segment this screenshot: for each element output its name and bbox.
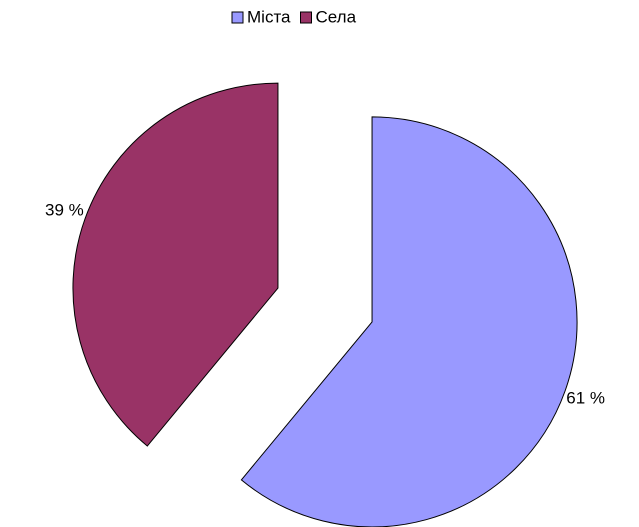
legend-swatch — [300, 11, 312, 24]
legend-swatch — [231, 11, 244, 24]
legend-label: Міста — [247, 7, 291, 26]
pie-slice — [72, 82, 279, 447]
legend-label: Села — [316, 7, 357, 26]
data-label: 61 % — [566, 388, 605, 407]
pie-slice — [240, 116, 578, 527]
data-label: 39 % — [45, 201, 84, 220]
